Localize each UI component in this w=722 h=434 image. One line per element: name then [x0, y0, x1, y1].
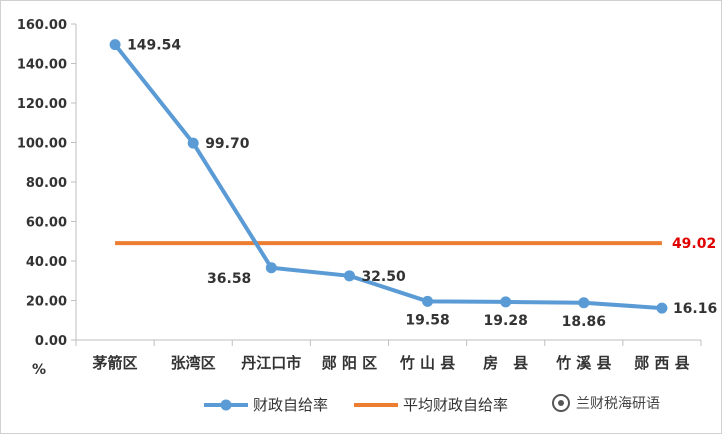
data-point: [109, 39, 121, 51]
x-tick-label: 竹 山 县: [399, 354, 455, 372]
legend: 财政自给率 平均财政自给率: [204, 396, 508, 414]
data-label: 36.58: [207, 271, 251, 287]
series-line: [113, 43, 663, 311]
watermark: 兰财税海研语: [552, 392, 660, 414]
data-point: [265, 262, 277, 274]
y-tick-label: 100.00: [17, 137, 67, 152]
average-value-label: 49.02: [672, 236, 716, 252]
data-point: [187, 137, 199, 149]
y-tick-label: 140.00: [17, 58, 67, 73]
x-tick-label: 竹 溪 县: [555, 354, 611, 372]
y-tick-label: 160.00: [17, 18, 67, 33]
y-tick-label: 80.00: [26, 176, 67, 191]
data-point: [343, 270, 355, 282]
data-label: 99.70: [205, 136, 250, 152]
data-point: [656, 302, 668, 314]
x-tick-label: 茅箭区: [93, 354, 138, 372]
y-tick-label: 40.00: [26, 255, 67, 270]
data-point: [500, 296, 512, 308]
y-tick-label: 120.00: [17, 97, 67, 112]
x-tick-label: 郧 阳 区: [322, 354, 377, 372]
data-label: 32.50: [361, 269, 406, 285]
x-tick-label: 丹江口市: [241, 354, 301, 372]
average-series: 49.02: [115, 236, 716, 252]
y-tick-label: 0.00: [35, 334, 67, 349]
wechat-icon: [552, 394, 570, 412]
legend-label-average: 平均财政自给率: [403, 396, 508, 414]
watermark-text: 兰财税海研语: [576, 396, 660, 412]
legend-label-main: 财政自给率: [253, 396, 328, 414]
y-unit-label: %: [32, 362, 46, 378]
data-label: 19.58: [405, 312, 449, 328]
y-tick-label: 60.00: [26, 216, 67, 231]
y-tick-label: 20.00: [26, 295, 67, 310]
data-label: 16.16: [673, 301, 717, 317]
main-series: [109, 39, 668, 314]
x-tick-label: 张湾区: [171, 354, 216, 372]
x-tick-label: 房 县: [483, 354, 528, 372]
legend-marker-main: [220, 399, 232, 411]
data-label: 18.86: [562, 314, 606, 330]
data-labels: 149.54 99.70 36.58 32.50 19.58 19.28 18.86 16.1…: [127, 38, 717, 330]
data-point: [578, 297, 590, 309]
data-label: 19.28: [484, 313, 528, 329]
axes: 0.00 20.00 40.00 60.00 80.00 100.00 120.00 140.…: [17, 18, 702, 378]
x-tick-label: 郧 西 县: [634, 354, 689, 372]
data-point: [422, 295, 434, 307]
data-label: 149.54: [127, 38, 181, 54]
